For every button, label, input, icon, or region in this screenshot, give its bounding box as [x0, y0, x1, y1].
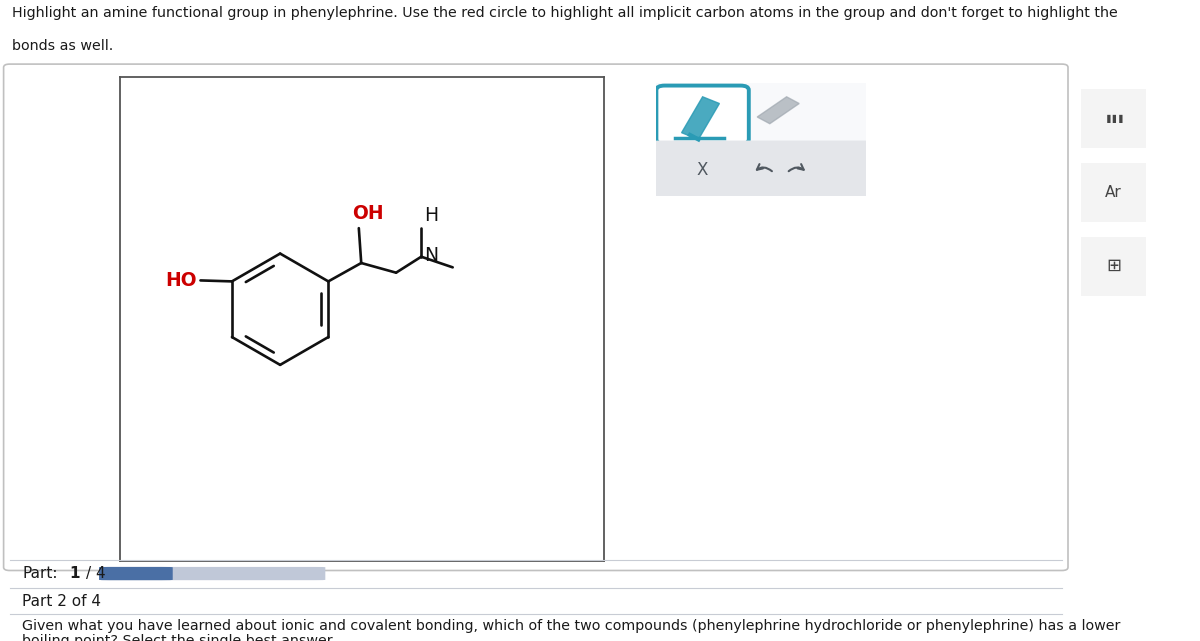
- Text: / 4: / 4: [86, 566, 106, 581]
- FancyBboxPatch shape: [100, 567, 173, 580]
- Polygon shape: [757, 97, 799, 124]
- Text: ⊞: ⊞: [1106, 257, 1121, 275]
- Text: X: X: [697, 161, 708, 179]
- Text: 1: 1: [70, 566, 80, 581]
- FancyBboxPatch shape: [100, 567, 325, 580]
- Polygon shape: [682, 97, 720, 140]
- Text: HO: HO: [164, 271, 197, 290]
- FancyBboxPatch shape: [656, 86, 749, 144]
- Text: boiling point? Select the single best answer.: boiling point? Select the single best an…: [23, 635, 336, 641]
- Text: Part 2 of 4: Part 2 of 4: [23, 594, 101, 609]
- Text: N: N: [424, 246, 438, 265]
- FancyBboxPatch shape: [1078, 86, 1150, 151]
- Text: H: H: [424, 206, 438, 225]
- Text: Given what you have learned about ionic and covalent bonding, which of the two c: Given what you have learned about ionic …: [23, 619, 1121, 633]
- FancyBboxPatch shape: [650, 140, 872, 199]
- FancyBboxPatch shape: [1078, 233, 1150, 299]
- Text: OH: OH: [352, 204, 383, 223]
- Text: Part:: Part:: [23, 566, 58, 581]
- Text: bonds as well.: bonds as well.: [12, 39, 113, 53]
- FancyBboxPatch shape: [648, 79, 875, 200]
- Text: ▐▐▐: ▐▐▐: [1104, 114, 1123, 123]
- FancyBboxPatch shape: [1078, 160, 1150, 225]
- Text: Highlight an amine functional group in phenylephrine. Use the red circle to high: Highlight an amine functional group in p…: [12, 6, 1117, 20]
- Text: Ar: Ar: [1105, 185, 1122, 200]
